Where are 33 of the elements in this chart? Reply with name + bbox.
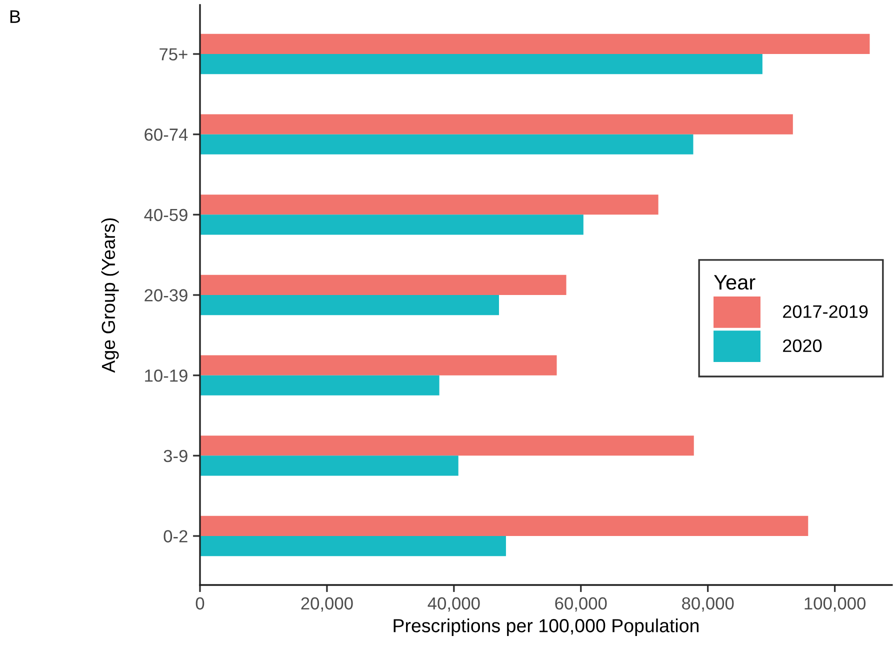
y-tick-label: 20-39	[144, 289, 188, 302]
bar	[200, 436, 694, 456]
bar	[200, 114, 793, 134]
legend-title: Year	[714, 275, 756, 290]
x-tick-label: 20,000	[301, 597, 353, 612]
y-tick-label: 3-9	[164, 450, 188, 462]
bar	[200, 54, 762, 74]
x-tick-label: 0	[196, 597, 204, 610]
bar	[200, 214, 584, 235]
x-tick-label: 100,000	[804, 597, 866, 612]
x-tick-label: 80,000	[682, 597, 734, 612]
bar	[200, 456, 458, 476]
bar	[200, 516, 808, 536]
y-axis-title: Age Group (Years)	[101, 218, 119, 373]
bar	[200, 355, 557, 376]
y-tick-label: 60-74	[144, 128, 188, 141]
bar	[200, 536, 506, 556]
y-tick-label: 75+	[160, 48, 188, 60]
bar	[200, 375, 440, 396]
bar	[200, 194, 658, 215]
y-tick-label: 10-19	[145, 370, 188, 382]
bar	[200, 274, 566, 296]
bar	[200, 295, 499, 316]
legend-label: 2017-2019	[783, 305, 868, 318]
y-tick-label: 40-59	[144, 208, 188, 222]
x-tick-label: 40,000	[428, 597, 480, 612]
x-tick-label: 60,000	[555, 597, 607, 612]
x-axis-title: Prescriptions per 100,000 Population	[394, 618, 699, 636]
y-tick-label: 0-2	[164, 530, 188, 542]
bar	[200, 34, 870, 54]
text: B	[10, 10, 20, 23]
legend-label: 2020	[783, 339, 822, 352]
bar	[200, 134, 694, 154]
